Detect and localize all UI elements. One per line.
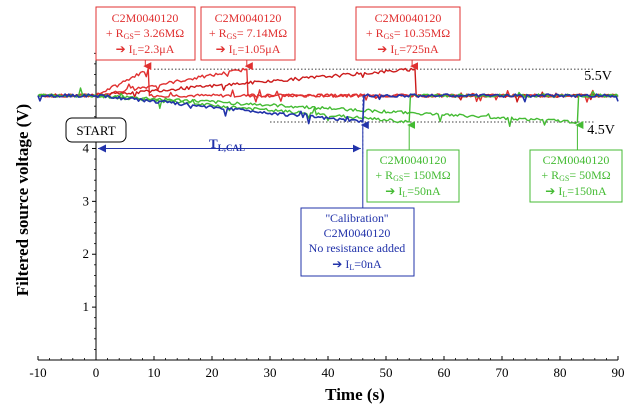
x-tick-label: 80 bbox=[554, 365, 567, 380]
svg-text:''Calibration'': ''Calibration'' bbox=[326, 211, 389, 225]
annotation-red-2: C2M0040120 + RGS= 7.14MΩ ➔ IL=1.05μA bbox=[200, 6, 296, 61]
svg-text:4.5V: 4.5V bbox=[587, 123, 615, 138]
svg-text:➔ IL=1.05μA: ➔ IL=1.05μA bbox=[216, 42, 281, 57]
svg-text:C2M0040120: C2M0040120 bbox=[215, 11, 282, 25]
y-tick-label: 3 bbox=[83, 193, 90, 208]
series-line bbox=[38, 67, 619, 103]
y-tick-label: 2 bbox=[83, 246, 90, 261]
x-tick-label: 0 bbox=[93, 365, 100, 380]
annotation-green-1: C2M0040120 + RGS= 150MΩ ➔ IL=50nA bbox=[366, 149, 460, 203]
svg-text:C2M0040120: C2M0040120 bbox=[324, 226, 391, 240]
svg-text:C2M0040120: C2M0040120 bbox=[380, 153, 447, 167]
x-tick-label: 50 bbox=[380, 365, 393, 380]
x-tick-label: 70 bbox=[496, 365, 509, 380]
plot-area: -10 0 10 20 30 40 50 60 70 80 90 1 2 3 4 bbox=[29, 42, 625, 380]
svg-text:+ RGS= 150MΩ: + RGS= 150MΩ bbox=[375, 168, 450, 183]
y-tick-label: 1 bbox=[83, 299, 90, 314]
svg-text:+ RGS= 7.14MΩ: + RGS= 7.14MΩ bbox=[209, 26, 287, 41]
x-tick-label: 90 bbox=[612, 365, 625, 380]
svg-text:➔ IL=150nA: ➔ IL=150nA bbox=[545, 184, 607, 199]
y-tick-label: 4 bbox=[83, 140, 90, 155]
start-label: START bbox=[65, 117, 127, 143]
y-axis-label: Filtered source voltage (V) bbox=[13, 104, 32, 296]
svg-text:+ RGS= 50MΩ: + RGS= 50MΩ bbox=[541, 168, 610, 183]
svg-text:C2M0040120: C2M0040120 bbox=[543, 153, 610, 167]
svg-text:+ RGS= 10.35MΩ: + RGS= 10.35MΩ bbox=[366, 26, 450, 41]
ref-line-4.5v-label: 4.5V bbox=[587, 123, 615, 138]
x-tick-label: 20 bbox=[206, 365, 219, 380]
svg-text:5.5V: 5.5V bbox=[584, 69, 612, 84]
annotation-green-2: C2M0040120 + RGS= 50MΩ ➔ IL=150nA bbox=[529, 149, 623, 203]
annotation-blue-calibration: ''Calibration'' C2M0040120 No resistance… bbox=[300, 207, 415, 277]
tcal-label: TL,CAL bbox=[209, 136, 245, 153]
x-tick-label: 40 bbox=[322, 365, 335, 380]
annotation-red-3: C2M0040120 + RGS= 10.35MΩ ➔ IL=725nA bbox=[355, 6, 461, 61]
series-line bbox=[37, 93, 619, 125]
svg-text:➔ IL=2.3μA: ➔ IL=2.3μA bbox=[116, 42, 175, 57]
x-tick-label: -10 bbox=[29, 365, 46, 380]
ref-line-5.5v-label: 5.5V bbox=[584, 69, 612, 84]
svg-text:➔ IL=0nA: ➔ IL=0nA bbox=[332, 257, 382, 272]
x-axis-label: Time (s) bbox=[325, 385, 385, 404]
svg-text:+ RGS= 3.26MΩ: + RGS= 3.26MΩ bbox=[106, 26, 184, 41]
x-tick-label: 30 bbox=[264, 365, 277, 380]
x-tick-label: 60 bbox=[438, 365, 451, 380]
svg-text:➔ IL=725nA: ➔ IL=725nA bbox=[377, 42, 439, 57]
annotation-red-1: C2M0040120 + RGS= 3.26MΩ ➔ IL=2.3μA bbox=[95, 6, 196, 61]
svg-text:C2M0040120: C2M0040120 bbox=[112, 11, 179, 25]
svg-text:START: START bbox=[76, 123, 115, 138]
svg-text:C2M0040120: C2M0040120 bbox=[375, 11, 442, 25]
x-tick-label: 10 bbox=[148, 365, 161, 380]
svg-text:TL,CAL: TL,CAL bbox=[209, 136, 245, 153]
svg-text:➔ IL=50nA: ➔ IL=50nA bbox=[385, 184, 441, 199]
svg-text:No resistance added: No resistance added bbox=[309, 241, 406, 255]
